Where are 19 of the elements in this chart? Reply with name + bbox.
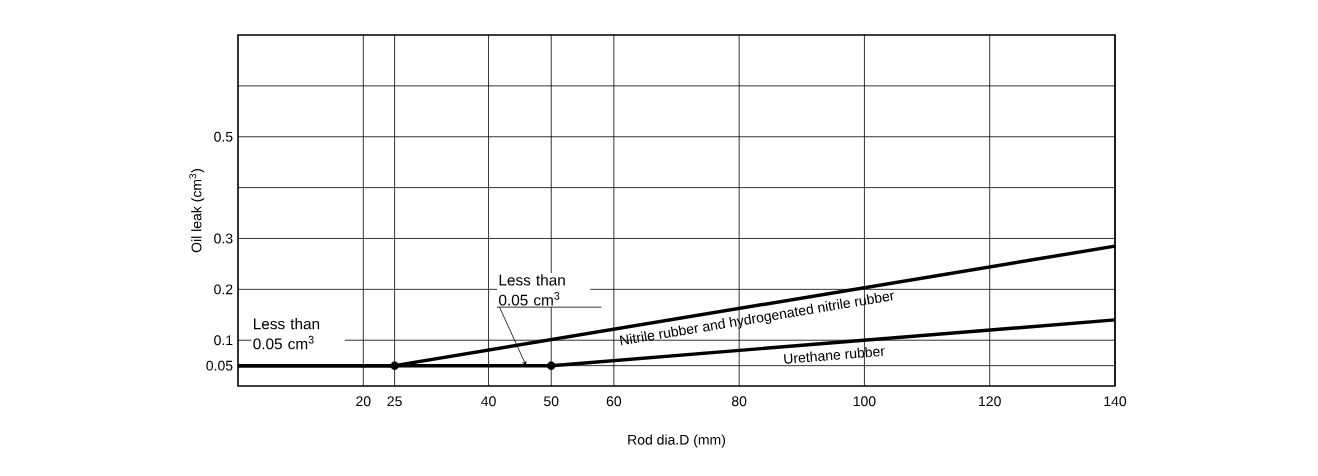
x-tick-label: 100 bbox=[853, 396, 876, 407]
y-tick-label: 0.3 bbox=[214, 233, 233, 244]
x-axis-title: Rod dia.D (mm) bbox=[628, 434, 725, 448]
x-tick-label: 60 bbox=[606, 396, 622, 407]
x-tick-label: 25 bbox=[387, 396, 402, 407]
x-tick-label: 140 bbox=[1104, 396, 1127, 407]
y-tick-label: 0.2 bbox=[214, 284, 233, 295]
x-tick-label: 120 bbox=[979, 396, 1001, 407]
x-tick-label: 40 bbox=[481, 396, 496, 407]
y-axis-title: Oil leak (cm$^{3}$) bbox=[189, 169, 205, 253]
x-tick-label: 20 bbox=[356, 396, 371, 407]
annotation: Less than 0.05 cm$^{3}$ bbox=[499, 274, 565, 306]
annotation: Less than 0.05 cm$^{3}$ bbox=[253, 318, 320, 350]
x-tick-label: 80 bbox=[731, 396, 747, 407]
y-tick-label: 0.5 bbox=[214, 131, 233, 142]
x-tick-label: 50 bbox=[544, 396, 559, 407]
series-label: Urethane rubber bbox=[784, 347, 885, 364]
y-tick-label: 0.05 bbox=[206, 360, 233, 371]
y-tick-label: 0.1 bbox=[214, 335, 233, 346]
